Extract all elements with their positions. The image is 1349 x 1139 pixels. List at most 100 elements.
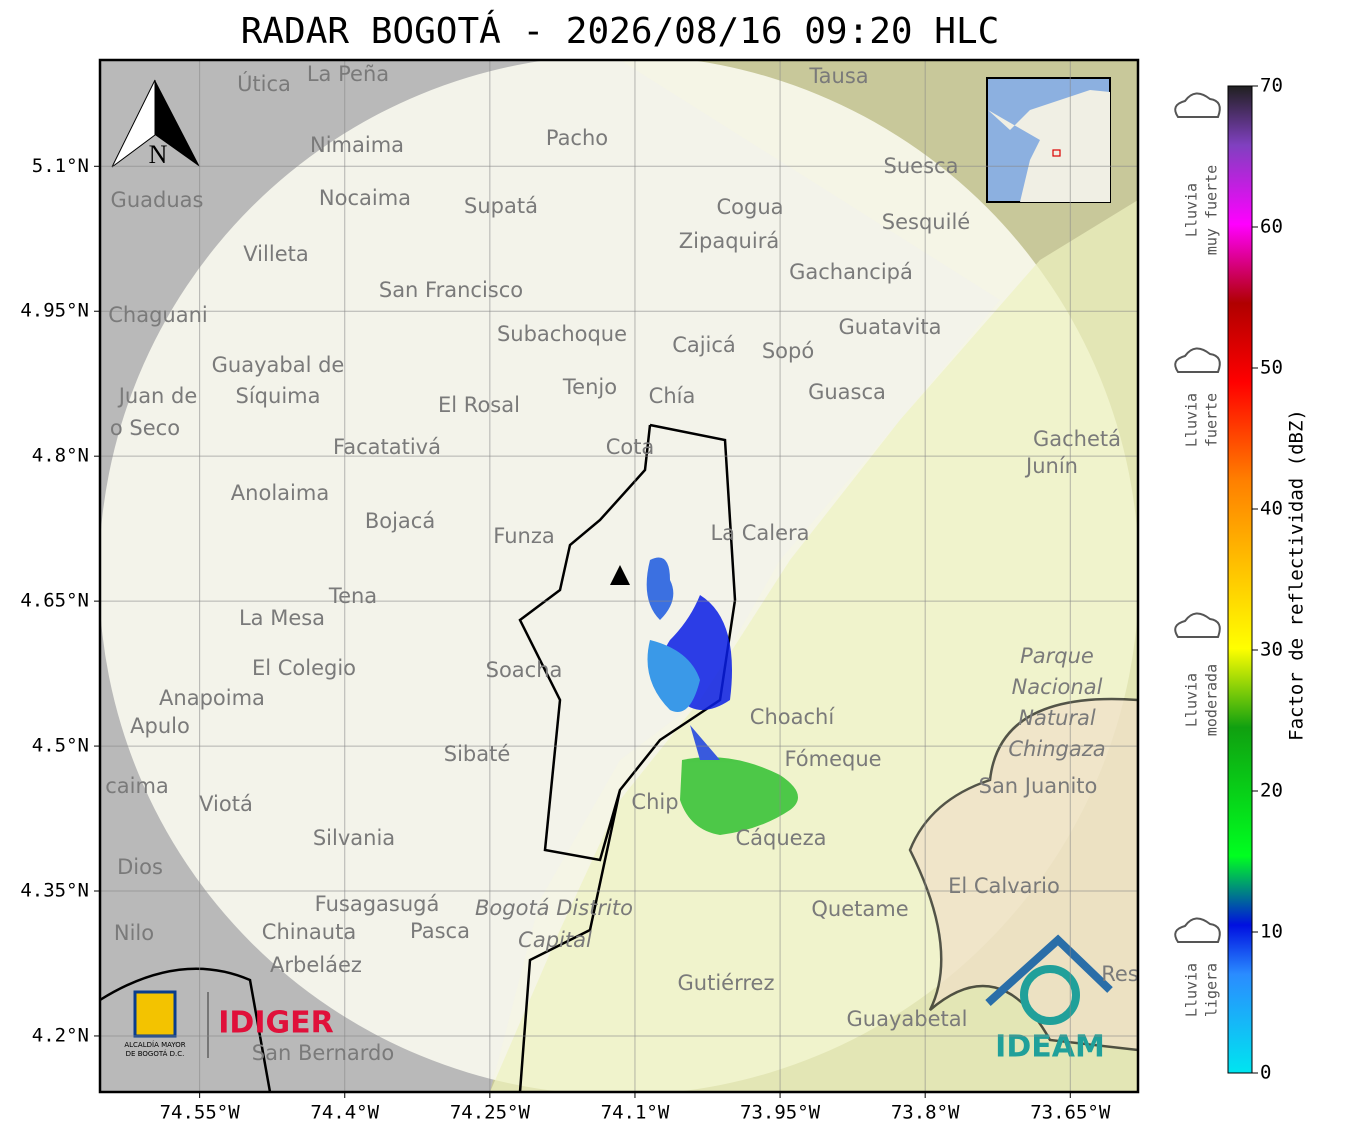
inset-map — [986, 77, 1111, 203]
cloud-icon — [1174, 612, 1221, 638]
place-label: Suesca — [884, 154, 959, 178]
rain-category-label: Lluvia — [1183, 963, 1201, 1017]
north-arrow: N — [111, 79, 200, 169]
colorbar — [1227, 85, 1253, 1074]
radar-echoes — [646, 557, 798, 835]
colorbar-tick-label: 40 — [1260, 498, 1283, 520]
map: N ALCALDÍA MAYOR DE BOGOTÁ D.C. IDIGER I… — [100, 60, 1139, 1092]
x-tick-label: 74.4°W — [310, 1102, 379, 1124]
place-label: Gachancipá — [789, 260, 913, 284]
place-label: El Rosal — [438, 393, 520, 417]
place-label: Nilo — [114, 921, 154, 945]
place-label: Facatativá — [333, 435, 441, 459]
place-label: Cajicá — [672, 333, 736, 357]
x-tick-label: 74.25°W — [450, 1102, 531, 1124]
rain-category: Lluvia muy fuerte — [1174, 92, 1221, 255]
place-label: Nocaima — [319, 186, 411, 210]
place-label: Gachetá — [1033, 427, 1121, 451]
place-label: Chinauta — [262, 920, 356, 944]
title: RADAR BOGOTÁ - 2026/08/16 09:20 HLC — [241, 10, 1000, 52]
rain-category-label: Lluvia — [1183, 673, 1201, 727]
rain-category-label: moderada — [1203, 664, 1221, 736]
colorbar-label: Factor de reflectividad (dBZ) — [1286, 409, 1308, 741]
place-label: Guayabetal — [847, 1007, 968, 1031]
rain-category-label: muy fuerte — [1203, 165, 1221, 255]
cloud-icon — [1174, 917, 1221, 943]
x-tick-label: 73.95°W — [740, 1102, 821, 1124]
rain-category: Lluvia ligera — [1174, 917, 1221, 1017]
place-label: Nimaima — [310, 133, 404, 157]
place-label: Anapoima — [159, 686, 265, 710]
place-label: Silvania — [313, 826, 395, 850]
place-label: San Juanito — [979, 774, 1098, 798]
place-label: Cogua — [716, 195, 783, 219]
y-tick-label: 4.8°N — [32, 445, 89, 467]
place-label: Tenjo — [562, 375, 617, 399]
place-label: o Seco — [110, 416, 180, 440]
place-label: Junín — [1024, 454, 1078, 478]
rain-category-label: Lluvia — [1183, 393, 1201, 447]
colorbar-tick-label: 60 — [1260, 216, 1283, 238]
place-label: Sesquilé — [882, 210, 970, 234]
logo-alcaldia: ALCALDÍA MAYOR DE BOGOTÁ D.C. IDIGER — [124, 990, 334, 1058]
place-label: San Bernardo — [252, 1041, 394, 1065]
colorbar-tick-label: 10 — [1260, 921, 1283, 943]
place-label: Dios — [117, 855, 163, 879]
cloud-icon — [1174, 347, 1221, 373]
place-label: La Mesa — [239, 606, 325, 630]
logo-ideam: IDEAM — [985, 934, 1113, 1065]
colorbar-tick-label: 70 — [1260, 75, 1283, 97]
y-tick-label: 4.5°N — [32, 735, 89, 757]
place-label: Quetame — [811, 897, 908, 921]
logo-text: IDIGER — [218, 1006, 333, 1041]
place-label: Chip — [631, 790, 678, 814]
place-label: Bogotá Distrito — [475, 896, 633, 920]
place-label: Anolaima — [231, 481, 329, 505]
colorbar-tick-label: 20 — [1260, 780, 1283, 802]
place-label: Supatá — [464, 194, 538, 218]
x-tick-label: 73.8°W — [891, 1102, 960, 1124]
place-label: Capital — [518, 928, 592, 952]
place-label: Gutiérrez — [678, 971, 775, 995]
rain-category: Lluvia moderada — [1174, 612, 1221, 736]
place-label: Arbeláez — [270, 953, 362, 977]
colorbar-tick-label: 30 — [1260, 639, 1283, 661]
map-frame — [98, 58, 1140, 1094]
place-label: Sibaté — [444, 742, 511, 766]
place-label: Choachí — [750, 705, 836, 729]
y-tick-label: 4.65°N — [20, 590, 89, 612]
place-label: Sopó — [762, 339, 814, 363]
logo-text: ALCALDÍA MAYOR — [124, 1040, 185, 1049]
place-label: Pasca — [410, 919, 470, 943]
place-label: El Calvario — [948, 874, 1060, 898]
y-tick-label: 4.35°N — [20, 880, 89, 902]
rain-category: Lluvia fuerte — [1174, 347, 1221, 447]
logo-text: IDEAM — [995, 1030, 1105, 1065]
place-label: Zipaquirá — [679, 229, 779, 253]
place-label: Guayabal de — [212, 353, 345, 377]
place-label: Res — [1101, 962, 1139, 986]
place-label: Subachoque — [497, 322, 627, 346]
rain-category-label: fuerte — [1203, 393, 1221, 447]
place-label: Parque — [1020, 644, 1094, 668]
place-label: La Peña — [307, 62, 389, 86]
place-label: Juan de — [117, 384, 198, 408]
place-label: Soacha — [486, 658, 563, 682]
place-label: Bojacá — [365, 509, 435, 533]
place-label: Chía — [649, 384, 696, 408]
place-label: caima — [105, 774, 169, 798]
place-label: Chingaza — [1008, 737, 1105, 761]
place-label: Fusagasugá — [315, 892, 440, 916]
place-label: Guatavita — [839, 315, 942, 339]
place-label: Pacho — [546, 126, 608, 150]
colorbar-tick-label: 50 — [1260, 357, 1283, 379]
logo-text: DE BOGOTÁ D.C. — [126, 1049, 185, 1058]
place-label: Viotá — [199, 792, 253, 816]
colorbar-tick-label: 0 — [1260, 1062, 1271, 1084]
x-tick-label: 74.1°W — [601, 1102, 670, 1124]
place-label: Cáqueza — [736, 826, 827, 850]
y-tick-label: 4.2°N — [32, 1024, 89, 1046]
x-tick-label: 73.65°W — [1030, 1102, 1111, 1124]
north-label: N — [149, 140, 168, 169]
